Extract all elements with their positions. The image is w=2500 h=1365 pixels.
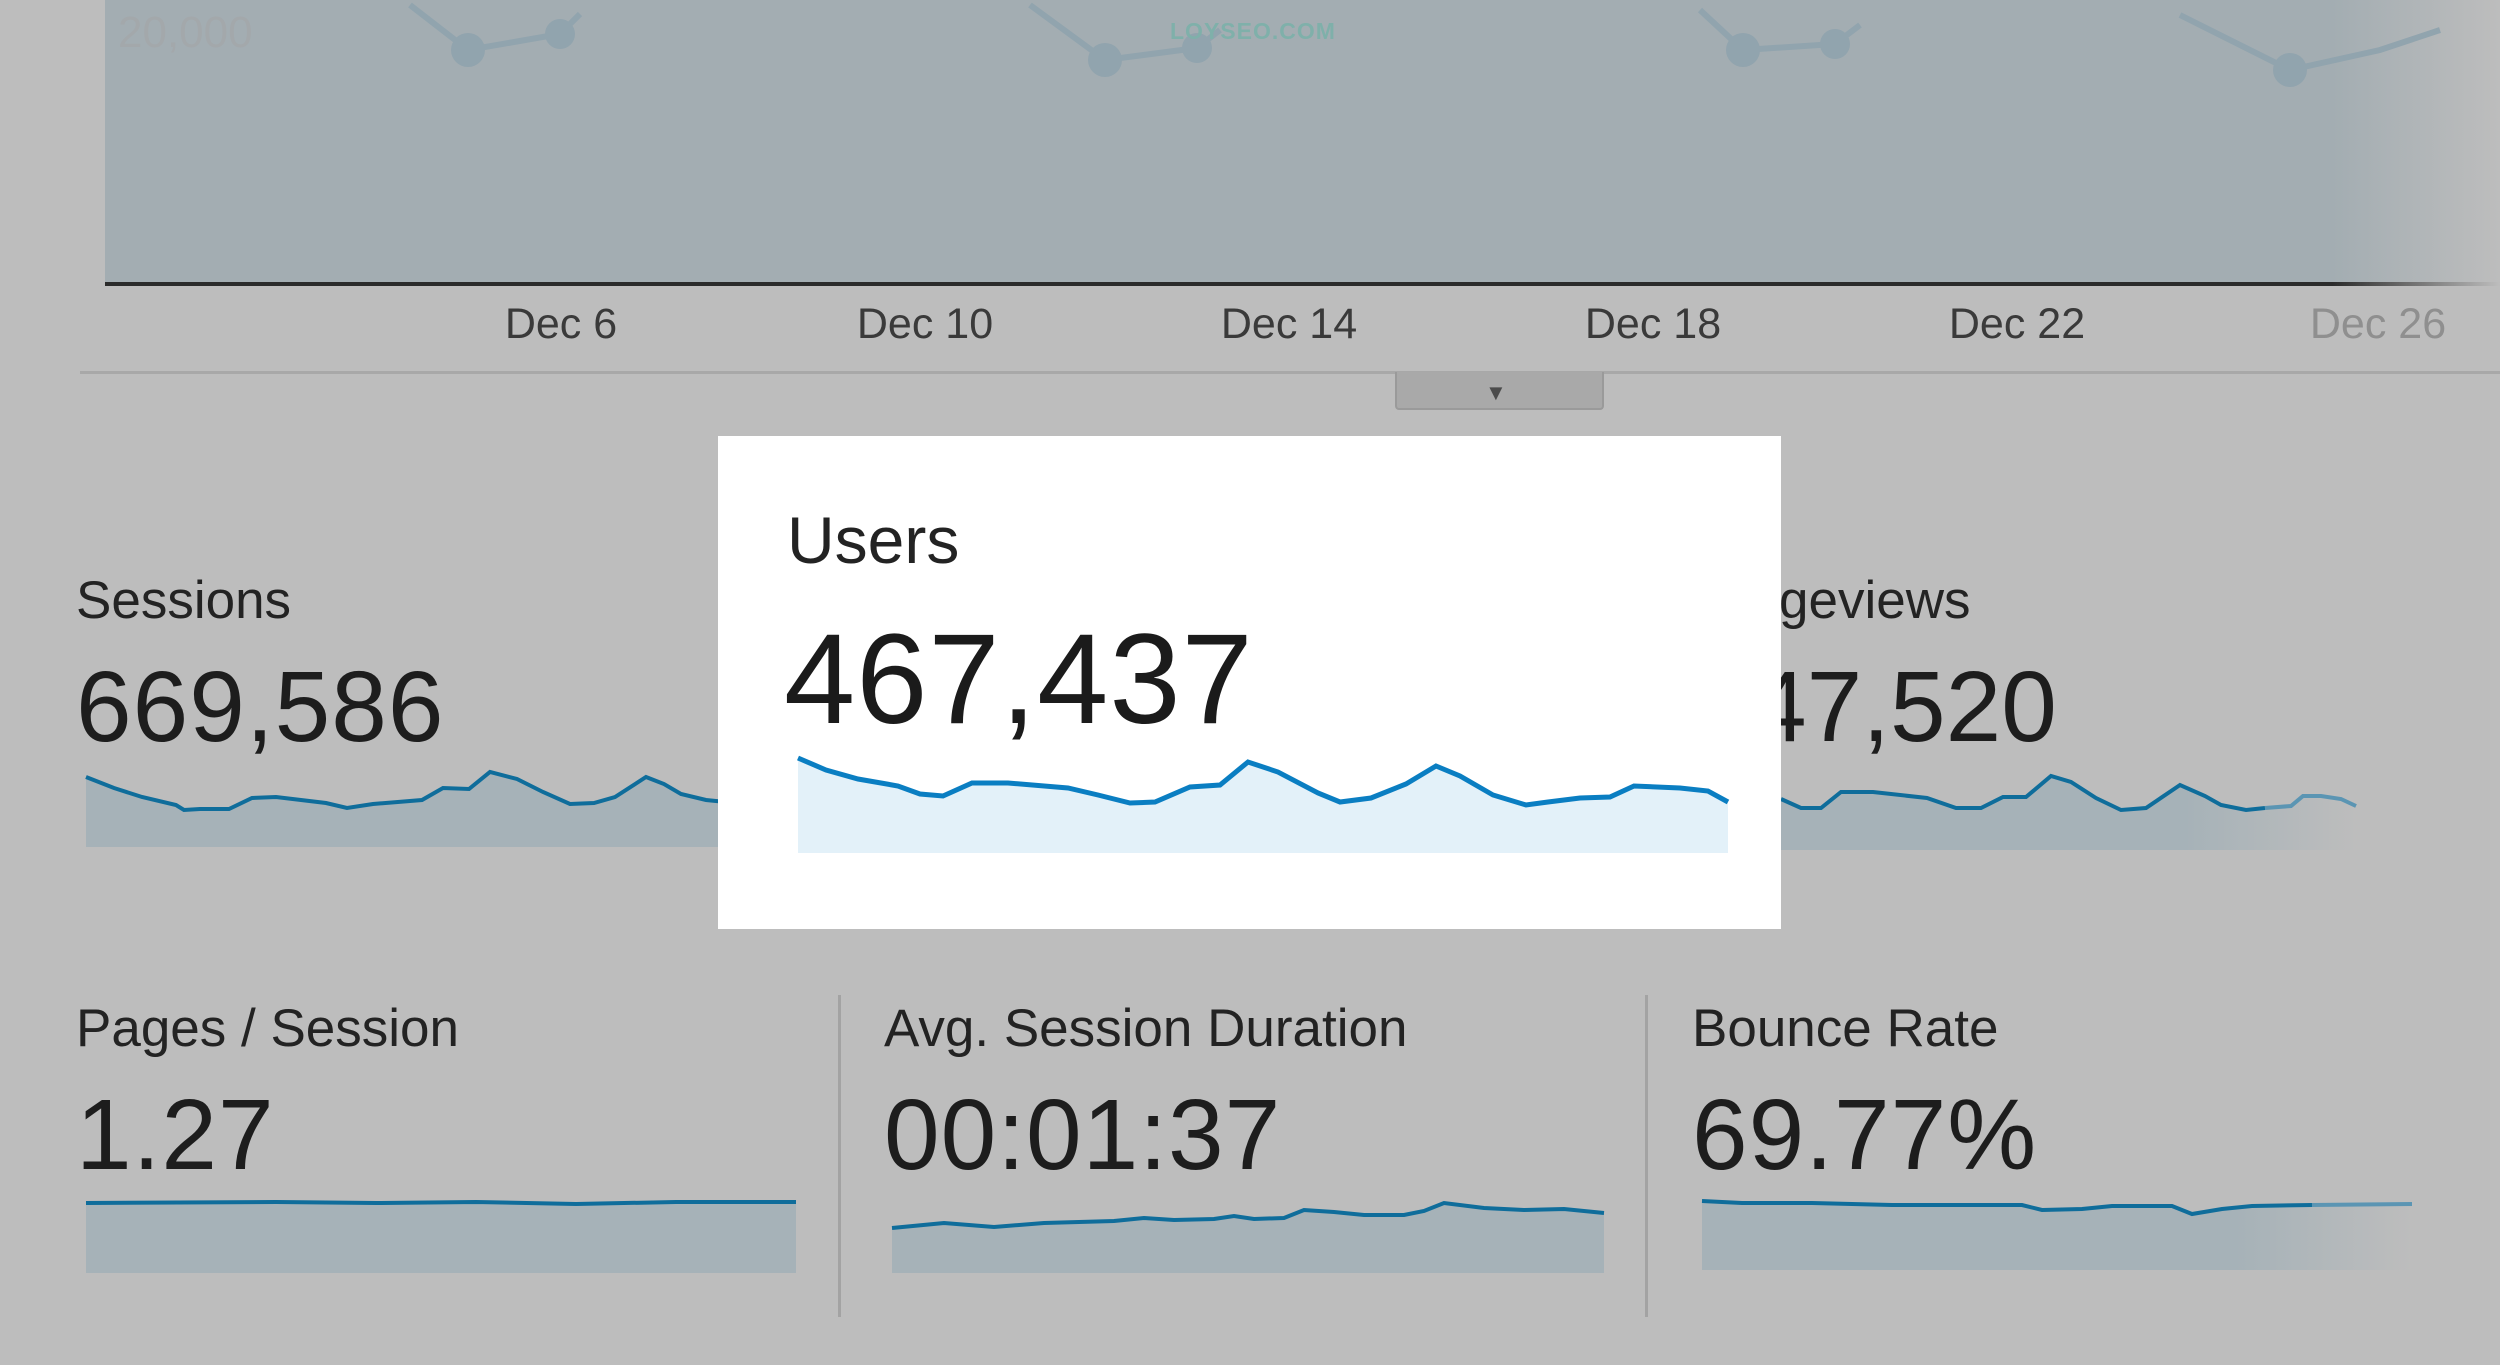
metric-label: Users xyxy=(787,503,960,577)
metric-label: Sessions xyxy=(76,571,292,630)
metric-divider xyxy=(838,995,841,1317)
metric-value: 1.27 xyxy=(76,1079,275,1191)
bounce-rate-sparkline xyxy=(1701,1199,2413,1270)
caret-down-icon: ▼ xyxy=(1485,380,1507,405)
sessions-sparkline xyxy=(85,769,726,847)
sparkline-area xyxy=(798,758,1728,853)
sparkline-line xyxy=(891,1200,1605,1230)
sparkline-line-fade xyxy=(2311,1202,2413,1207)
main-chart-y-tick: 20,000 xyxy=(118,8,253,57)
metric-value: 47,520 xyxy=(1781,651,2057,763)
x-tick-dec-14: Dec 14 xyxy=(1220,300,1358,348)
metric-value: 467,437 xyxy=(784,608,1254,751)
main-chart-point xyxy=(1726,33,1760,67)
main-line-chart: 20,000 LOYSEO.COM Dec 6 Dec 10 Dec 14 De… xyxy=(0,0,2500,380)
metric-label: Bounce Rate xyxy=(1692,999,1999,1058)
x-tick-dec-18: Dec 18 xyxy=(1584,300,1722,348)
sparkline-line xyxy=(797,755,1730,808)
main-chart-area xyxy=(105,0,2500,283)
avg-session-duration-sparkline xyxy=(891,1200,1605,1273)
metric-value: 00:01:37 xyxy=(884,1079,1282,1191)
collapse-chart-button[interactable]: ▼ xyxy=(1395,372,1604,410)
watermark: LOYSEO.COM xyxy=(1170,18,1336,44)
metric-avg-session-duration[interactable]: Avg. Session Duration 00:01:37 xyxy=(884,998,1614,1288)
metric-label: geviews xyxy=(1781,571,1971,630)
metric-value: 69.77% xyxy=(1692,1079,2038,1191)
x-tick-dec-22: Dec 22 xyxy=(1948,300,2086,348)
sparkline-area xyxy=(1781,776,2356,850)
users-sparkline xyxy=(797,755,1730,853)
metric-users-highlight[interactable]: Users 467,437 xyxy=(718,436,1781,929)
main-chart-line-segment xyxy=(1697,7,1862,54)
main-chart-point xyxy=(545,19,575,49)
sparkline-line xyxy=(1701,1199,2313,1217)
metric-pageviews[interactable]: geviews 47,520 xyxy=(1781,570,2441,860)
sparkline-line-fade xyxy=(2264,794,2357,810)
sparkline-line xyxy=(85,769,726,813)
x-tick-dec-10: Dec 10 xyxy=(856,300,994,348)
main-chart-svg xyxy=(105,0,2500,286)
sparkline-area xyxy=(86,772,726,847)
sparkline-line xyxy=(85,1199,796,1207)
pages-per-session-sparkline xyxy=(85,1199,796,1273)
metric-value: 669,586 xyxy=(76,651,445,763)
main-chart-point xyxy=(1088,43,1122,77)
metric-bounce-rate[interactable]: Bounce Rate 69.77% xyxy=(1692,998,2422,1288)
main-chart-line-segment xyxy=(2178,12,2441,74)
metric-pages-per-session[interactable]: Pages / Session 1.27 xyxy=(76,998,806,1288)
sparkline-line xyxy=(1781,773,2266,813)
sparkline-area xyxy=(1702,1201,2412,1270)
pageviews-sparkline xyxy=(1781,773,2357,850)
main-chart-point xyxy=(2273,53,2307,87)
main-chart-point xyxy=(1182,33,1212,63)
metric-divider xyxy=(1645,995,1648,1317)
x-tick-dec-6: Dec 6 xyxy=(504,300,618,348)
chart-divider xyxy=(80,371,2500,374)
metric-label: Pages / Session xyxy=(76,999,460,1058)
main-chart-point xyxy=(451,33,485,67)
metric-sessions[interactable]: Sessions 669,586 xyxy=(76,570,726,850)
sparkline-area xyxy=(892,1203,1604,1273)
metric-label: Avg. Session Duration xyxy=(884,999,1408,1058)
x-tick-dec-26: Dec 26 xyxy=(2309,300,2447,348)
sparkline-area xyxy=(86,1202,796,1273)
main-chart-x-axis xyxy=(105,282,2500,286)
main-chart-point xyxy=(1820,29,1850,59)
